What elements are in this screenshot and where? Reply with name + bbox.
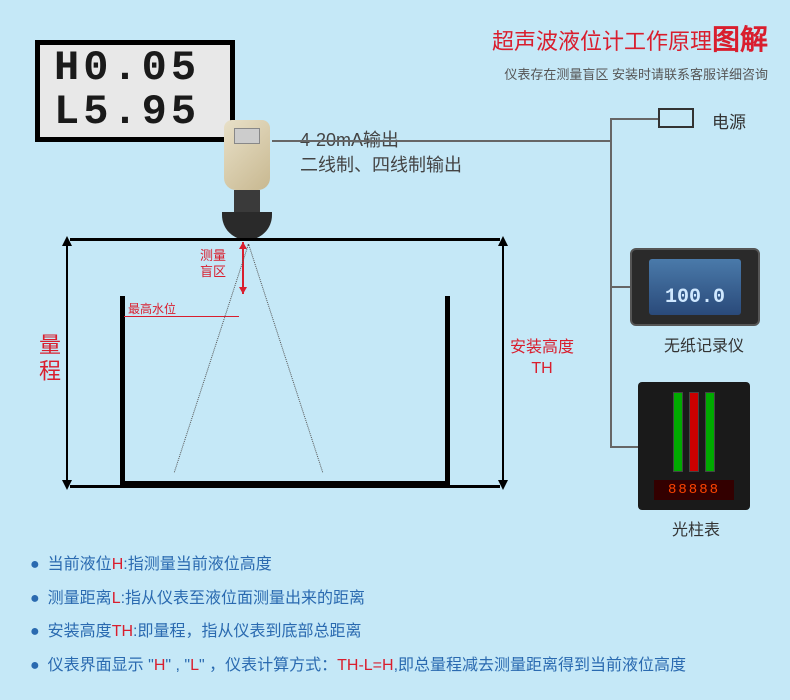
recorder-screen: 100.0 <box>649 259 741 315</box>
lcd-line-2: L5.95 <box>54 91 230 135</box>
bullet-icon: ● <box>30 615 40 649</box>
tank-top-line <box>70 238 500 241</box>
sensor-neck <box>234 190 260 212</box>
ultrasonic-sensor <box>218 120 276 240</box>
title-prefix: 超声波液位计工作原理 <box>492 29 712 54</box>
paperless-recorder: 100.0 <box>630 248 760 326</box>
blind-zone-label: 测量 盲区 <box>200 248 226 279</box>
sensor-mini-screen <box>234 128 260 144</box>
title-sub: 仪表存在测量盲区 安装时请联系客服详细咨询 <box>492 64 768 83</box>
wire-to-power <box>610 118 658 120</box>
power-label: 电源 <box>712 108 746 133</box>
sensor-horn <box>222 212 272 240</box>
title-main: 超声波液位计工作原理图解 <box>492 18 768 58</box>
title-big: 图解 <box>712 24 768 55</box>
bar-gauge: 88888 <box>638 382 750 510</box>
range-label: 量程 <box>32 333 64 385</box>
title-block: 超声波液位计工作原理图解 仪表存在测量盲区 安装时请联系客服详细咨询 <box>492 18 768 83</box>
install-height-label: 安装高度 TH <box>510 338 574 380</box>
blind-zone-arrow <box>242 242 244 294</box>
max-level-label: 最高水位 <box>128 300 176 317</box>
recorder-label: 无纸记录仪 <box>664 332 744 356</box>
bar-green-2 <box>705 392 715 472</box>
bullet-icon: ● <box>30 582 40 616</box>
wire-sensor-out <box>272 140 610 142</box>
note-3: ● 安装高度TH:即量程，指从仪表到底部总距离 <box>30 615 750 649</box>
tank-diagram: 量程 安装高度 TH 测量 盲区 最高水位 <box>70 238 500 488</box>
wire-to-recorder <box>610 286 630 288</box>
lcd-display: H0.05 L5.95 <box>35 40 235 142</box>
lcd-line-1: H0.05 <box>54 47 230 91</box>
install-height-arrow <box>502 238 504 488</box>
tank-walls <box>120 296 450 486</box>
bullet-icon: ● <box>30 649 40 683</box>
bar-gauge-label: 光柱表 <box>672 516 720 540</box>
wire-to-bargauge <box>610 446 638 448</box>
note-2: ● 测量距离L:指从仪表至液位面测量出来的距离 <box>30 582 750 616</box>
note-1: ● 当前液位H:指测量当前液位高度 <box>30 548 750 582</box>
sensor-body <box>224 120 270 190</box>
wire-bus-vertical <box>610 118 612 448</box>
output-line-2: 二线制、四线制输出 <box>300 153 462 178</box>
sensor-output-label: 4-20mA输出 二线制、四线制输出 <box>300 128 462 178</box>
bullet-icon: ● <box>30 548 40 582</box>
note-4: ● 仪表界面显示 "H" , "L" ，仪表计算方式：TH-L=H,即总量程减去… <box>30 649 750 683</box>
bar-green-1 <box>673 392 683 472</box>
bar-red <box>689 392 699 472</box>
power-box <box>658 108 694 128</box>
notes-list: ● 当前液位H:指测量当前液位高度 ● 测量距离L:指从仪表至液位面测量出来的距… <box>30 548 750 682</box>
range-arrow <box>66 238 68 488</box>
bar-gauge-digits: 88888 <box>654 480 734 500</box>
bar-gauge-columns <box>673 392 715 472</box>
